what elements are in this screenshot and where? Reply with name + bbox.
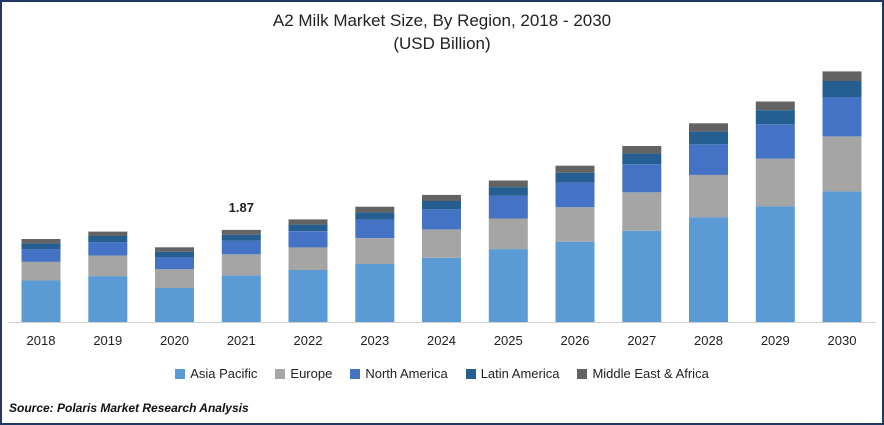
source-note: Source: Polaris Market Research Analysis bbox=[9, 401, 249, 415]
x-tick-label: 2020 bbox=[160, 333, 189, 348]
legend-swatch bbox=[175, 368, 186, 379]
chart-legend: Asia Pacific Europe North America Latin Ame… bbox=[0, 366, 884, 381]
bar-2028-series-3 bbox=[689, 131, 728, 145]
bar-2023-series-3 bbox=[355, 212, 395, 220]
bar-2026-series-0 bbox=[555, 241, 595, 322]
legend-label: Asia Pacific bbox=[190, 366, 258, 381]
legend-swatch bbox=[275, 368, 286, 379]
legend-label: Middle East & Africa bbox=[592, 366, 709, 381]
bar-2019-series-2 bbox=[88, 242, 128, 256]
bar-2020-series-4 bbox=[155, 247, 194, 252]
bar-2023-series-2 bbox=[355, 219, 395, 239]
bar-2026-series-2 bbox=[555, 182, 595, 208]
x-tick-label: 2026 bbox=[561, 333, 590, 348]
bar-2029-series-4 bbox=[755, 101, 795, 111]
bar-2029-series-3 bbox=[755, 110, 795, 125]
bar-2030-series-0 bbox=[822, 191, 862, 322]
data-label-2021: 1.87 bbox=[229, 200, 254, 215]
bar-2026-series-1 bbox=[555, 207, 595, 242]
chart-subtitle: (USD Billion) bbox=[393, 34, 491, 53]
bar-2024-series-1 bbox=[422, 229, 461, 258]
legend-swatch bbox=[465, 368, 476, 379]
bar-2021-series-1 bbox=[221, 254, 261, 276]
x-tick-label: 2029 bbox=[761, 333, 790, 348]
bar-2020-series-3 bbox=[155, 251, 194, 258]
bar-2023-series-4 bbox=[355, 206, 395, 213]
bar-2025-series-3 bbox=[488, 187, 528, 196]
bar-2018-series-2 bbox=[21, 249, 61, 262]
legend-item: Middle East & Africa bbox=[577, 366, 709, 381]
bar-2019-series-3 bbox=[88, 236, 128, 243]
bar-2028-series-0 bbox=[689, 217, 728, 322]
bar-2023-series-0 bbox=[355, 263, 395, 322]
bar-2025-series-2 bbox=[488, 195, 528, 219]
bar-2018-series-1 bbox=[21, 261, 61, 281]
bar-2027-series-3 bbox=[622, 153, 662, 165]
bar-2022-series-0 bbox=[288, 270, 328, 322]
bar-2021-series-2 bbox=[221, 240, 261, 255]
legend-item: North America bbox=[350, 366, 448, 381]
legend-item: Asia Pacific bbox=[175, 366, 257, 381]
bar-2025-series-1 bbox=[488, 218, 528, 250]
bar-2019-series-1 bbox=[88, 255, 128, 277]
legend-swatch bbox=[350, 368, 361, 379]
bar-2022-series-4 bbox=[288, 219, 328, 225]
bar-2027-series-4 bbox=[622, 146, 662, 154]
legend-swatch bbox=[577, 368, 588, 379]
x-tick-label: 2028 bbox=[694, 333, 723, 348]
bar-2022-series-2 bbox=[288, 231, 328, 248]
x-tick-label: 2024 bbox=[427, 333, 456, 348]
bar-2021-series-0 bbox=[221, 275, 261, 322]
bar-2021-series-3 bbox=[221, 234, 261, 241]
bar-2020-series-1 bbox=[155, 269, 194, 288]
legend-item: Europe bbox=[275, 366, 332, 381]
bar-2019-series-4 bbox=[88, 231, 128, 236]
chart-title: A2 Milk Market Size, By Region, 2018 - 2… bbox=[272, 11, 612, 30]
x-tick-label: 2023 bbox=[360, 333, 389, 348]
bar-2028-series-4 bbox=[689, 123, 728, 132]
bar-2029-series-0 bbox=[755, 206, 795, 322]
bar-2020-series-2 bbox=[155, 257, 194, 270]
legend-label: Latin America bbox=[480, 366, 560, 381]
bar-2022-series-1 bbox=[288, 247, 328, 270]
bar-2018-series-4 bbox=[21, 239, 61, 244]
legend-label: Europe bbox=[290, 366, 333, 381]
bar-2025-series-0 bbox=[488, 249, 528, 322]
bar-2027-series-1 bbox=[622, 192, 662, 231]
bar-2025-series-4 bbox=[488, 180, 528, 187]
bar-2027-series-2 bbox=[622, 164, 662, 193]
x-tick-label: 2027 bbox=[627, 333, 656, 348]
bar-2022-series-3 bbox=[288, 224, 328, 232]
bar-2024-series-0 bbox=[422, 257, 461, 322]
bar-2018-series-0 bbox=[21, 280, 61, 322]
legend-label: North America bbox=[365, 366, 448, 381]
x-tick-label: 2025 bbox=[494, 333, 523, 348]
bar-2019-series-0 bbox=[88, 276, 128, 322]
bar-2023-series-1 bbox=[355, 238, 395, 264]
bar-2018-series-3 bbox=[21, 243, 61, 250]
bar-2024-series-3 bbox=[422, 201, 461, 210]
bar-2024-series-4 bbox=[422, 194, 461, 201]
bar-2030-series-1 bbox=[822, 136, 862, 192]
bar-2030-series-2 bbox=[822, 97, 862, 137]
bar-2021-series-4 bbox=[221, 229, 261, 235]
bar-2029-series-1 bbox=[755, 158, 795, 207]
legend-item: Latin America bbox=[465, 366, 560, 381]
bar-2020-series-0 bbox=[155, 287, 194, 322]
bar-2030-series-3 bbox=[822, 81, 862, 98]
x-tick-label: 2019 bbox=[93, 333, 122, 348]
bar-2026-series-4 bbox=[555, 165, 595, 173]
bar-2027-series-0 bbox=[622, 230, 662, 322]
bar-2028-series-2 bbox=[689, 144, 728, 175]
bar-2024-series-2 bbox=[422, 209, 461, 230]
x-tick-label: 2018 bbox=[27, 333, 56, 348]
bar-2026-series-3 bbox=[555, 172, 595, 183]
x-tick-label: 2021 bbox=[227, 333, 256, 348]
bar-2028-series-1 bbox=[689, 174, 728, 218]
bar-2029-series-2 bbox=[755, 124, 795, 159]
x-tick-label: 2022 bbox=[294, 333, 323, 348]
bar-2030-series-4 bbox=[822, 71, 862, 81]
x-tick-label: 2030 bbox=[828, 333, 857, 348]
